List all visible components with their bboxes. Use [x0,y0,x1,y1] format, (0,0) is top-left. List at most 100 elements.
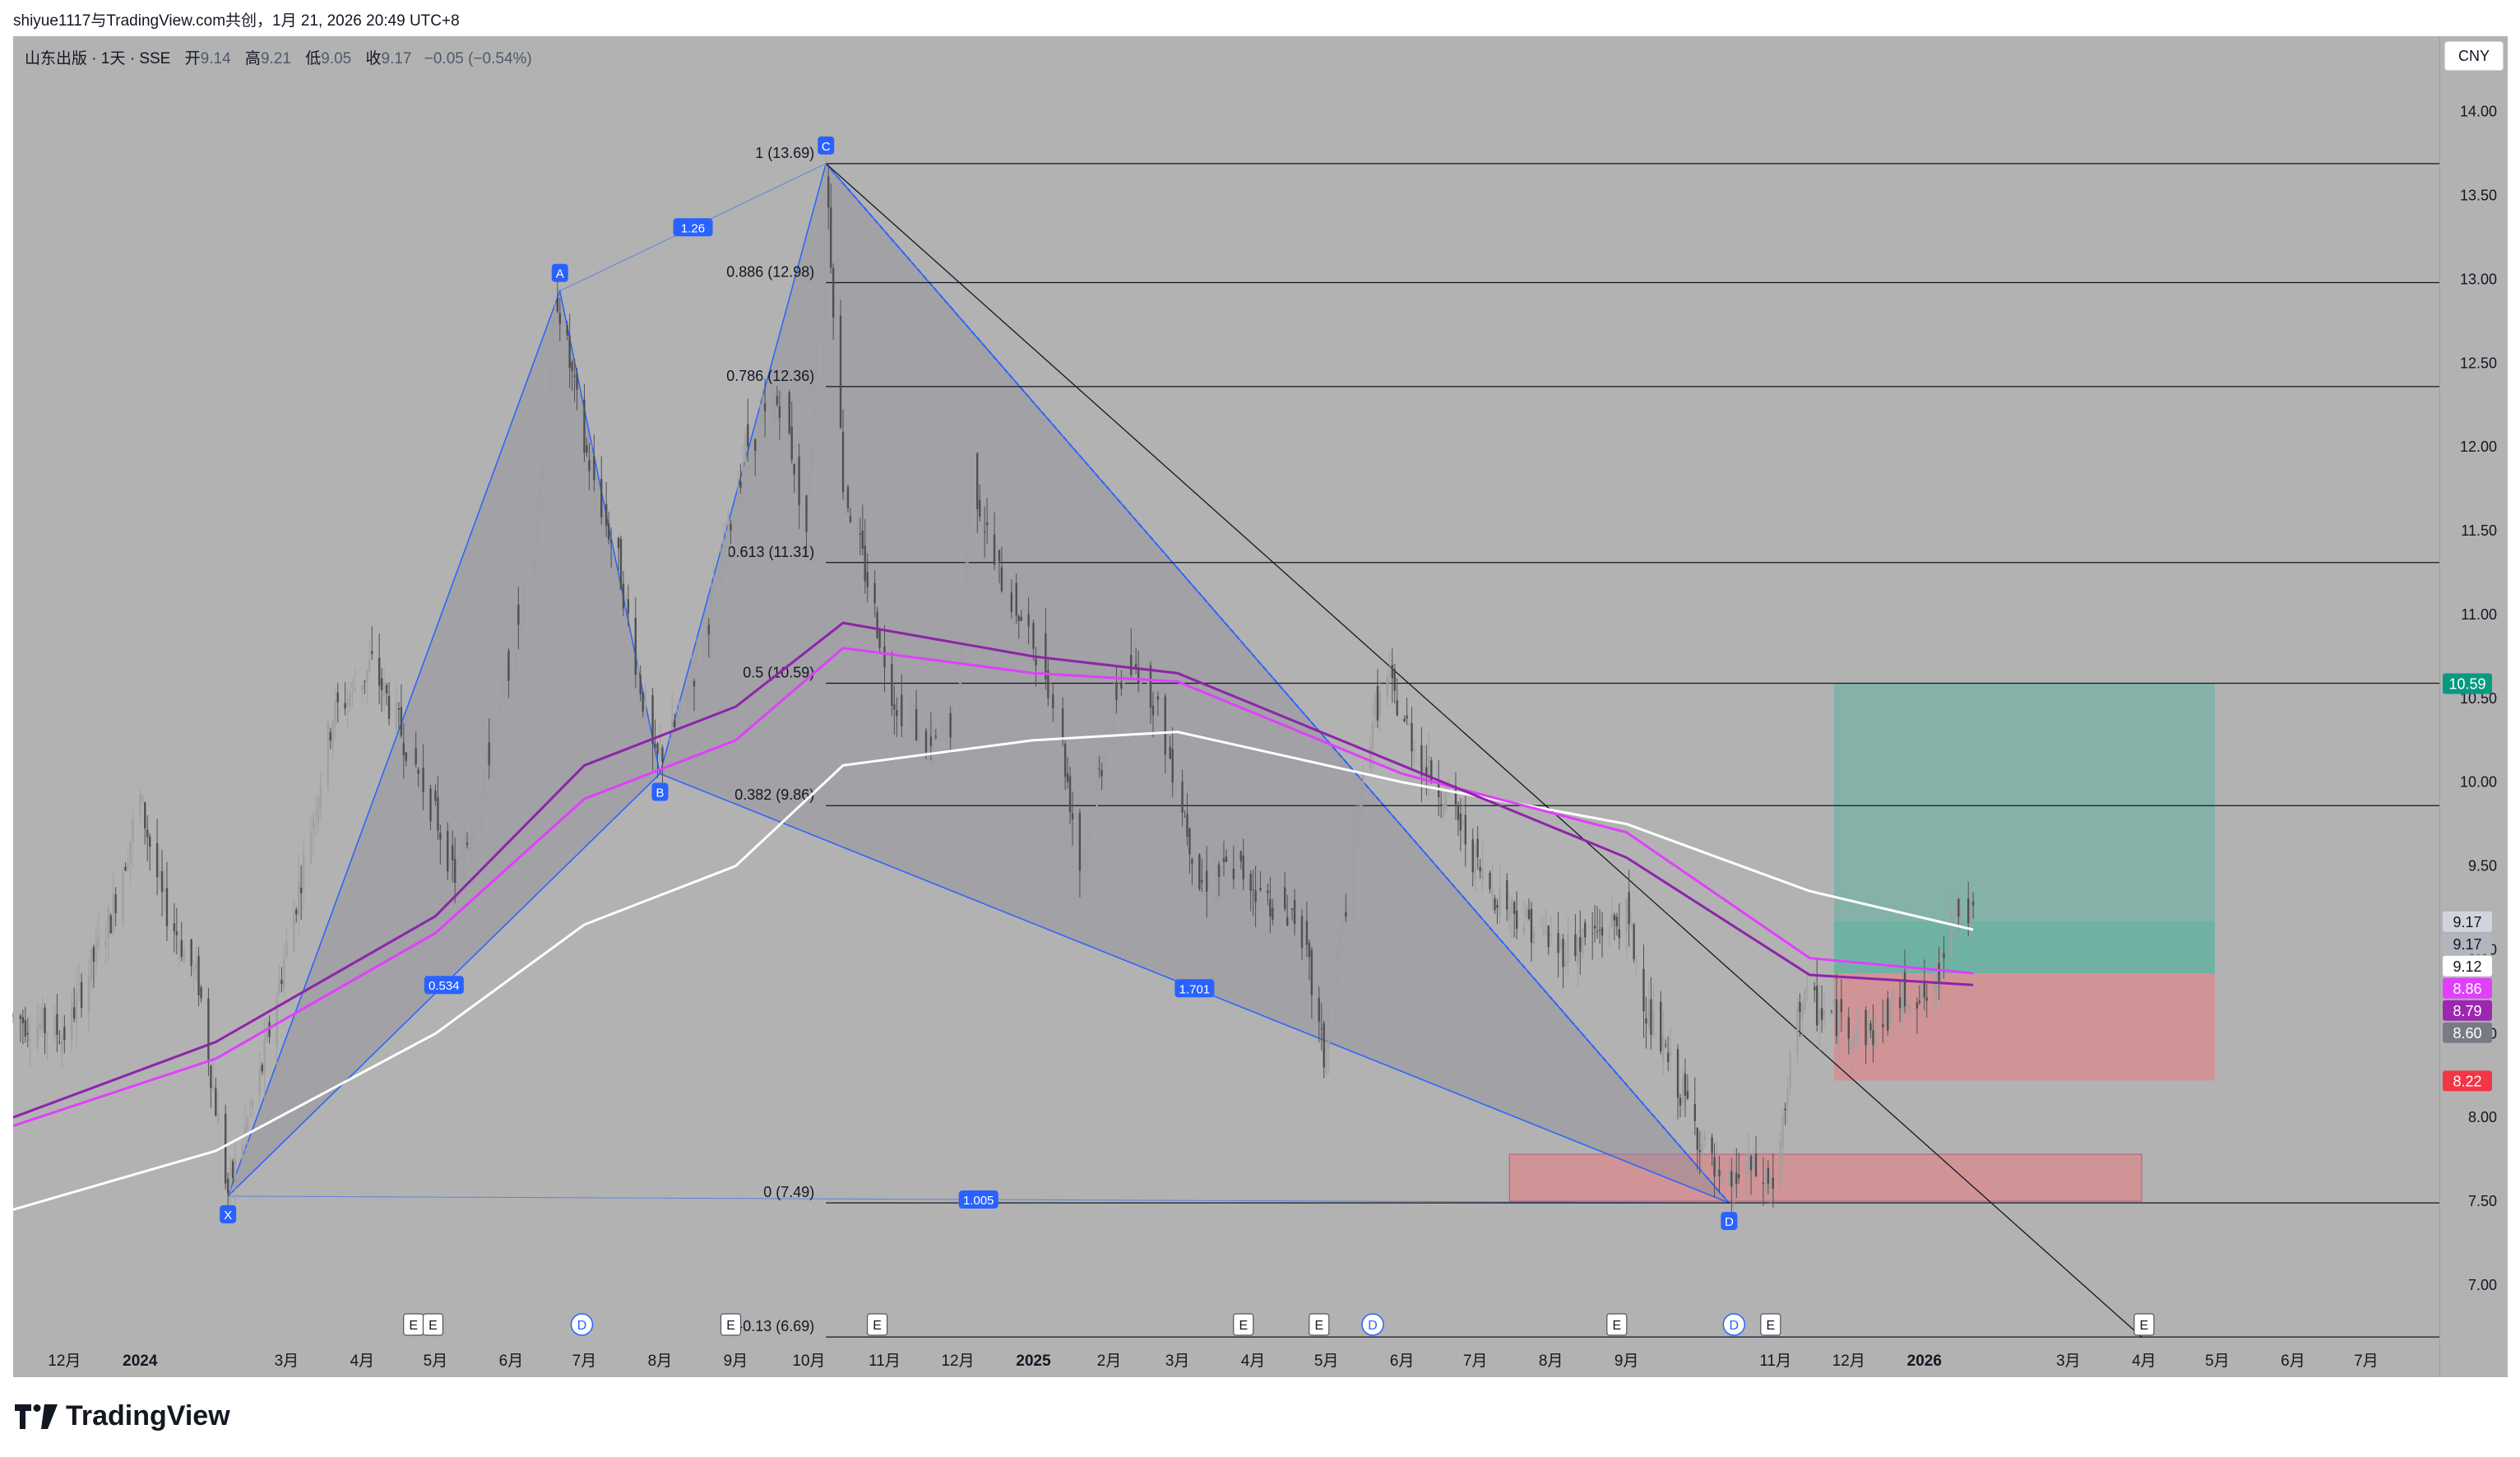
candle-body [1225,856,1228,862]
candle-body [1010,592,1013,612]
candle-body [173,923,176,932]
candle-body [77,983,81,985]
candle-body [466,842,469,845]
candle-body [571,361,573,372]
candle-body [163,887,166,892]
candle-body [1491,889,1494,895]
candle-body [813,402,815,445]
candle-body [36,1027,39,1047]
candle-body [1762,1182,1765,1184]
candle-body [1635,959,1638,961]
candle-body [1083,848,1086,867]
candle-body [1884,1004,1887,1026]
candle-body [725,541,727,551]
x-tick-label: 6月 [1390,1353,1415,1370]
candle-body [1439,804,1443,806]
candle-body [1471,839,1474,873]
candle-body [695,649,698,680]
candle-body [71,1002,73,1042]
candle-body [283,958,285,990]
candle-body [993,534,996,565]
candle-body [63,1027,66,1041]
candle-body [1428,754,1430,785]
y-tick-label: 12.50 [2460,355,2497,371]
candle-body [1666,1052,1670,1062]
candle-body [798,456,800,505]
currency-button[interactable]: CNY [2444,41,2504,71]
candle-body [639,675,642,694]
open-label: 开 [184,50,201,67]
candle-body [397,708,401,710]
candle-body [1139,679,1142,690]
candle-body [1327,1018,1330,1049]
candle-body [1061,708,1064,740]
candle-body [229,1167,232,1186]
candle-body [1733,1169,1735,1190]
candle-body [1166,745,1169,749]
candle-body [1088,832,1091,838]
candle-body [1052,694,1054,708]
candle-body [1652,1010,1655,1037]
candle-body [907,717,910,721]
candle-body [480,794,484,836]
tradingview-logo[interactable]: TradingView [15,1400,230,1432]
candle-body [1269,898,1272,916]
candle-body [1149,665,1152,708]
candle-body [329,731,332,741]
candle-body [541,461,544,476]
candle-body [637,670,639,680]
price-axis-tag-label: 10.59 [2448,675,2485,692]
candle-body [1342,907,1345,926]
candle-body [525,580,527,582]
candle-body [1242,856,1244,879]
candle-body [1118,684,1120,708]
moving-average-ma1 [12,731,1974,1211]
candle-body [846,486,850,509]
y-tick-label: 10.50 [2460,690,2497,707]
candle-body [969,457,971,515]
harmonic-ratio-badge [673,218,713,237]
candle-body [744,434,747,464]
candle-body [344,703,346,709]
candle-body [39,1023,41,1029]
candle-body [1391,665,1394,679]
fib-label: 0 (7.49) [763,1184,814,1200]
price-axis[interactable] [2439,36,2508,1377]
candle-body [215,1088,217,1116]
candle-body [429,788,432,822]
candle-body [1584,922,1587,938]
candle-body [661,747,664,763]
candle-body [207,998,210,1063]
candle-body [1100,770,1103,777]
candle-body [1425,767,1428,777]
candle-body [593,456,595,480]
candle-body [1872,1030,1874,1046]
candle-body [1408,724,1411,726]
candle-body [551,329,554,386]
candle-body [1369,746,1372,769]
candle-body [1630,924,1633,926]
candle-body [773,403,776,409]
candle-body [1352,831,1355,915]
candle-body [1915,1002,1919,1009]
harmonic-point-badge [818,136,835,155]
price-axis-tag [2443,1022,2492,1043]
candle-body [825,174,827,206]
candle-body [609,540,613,543]
earnings-marker-label: E [1766,1319,1775,1333]
candle-body [617,537,620,549]
close-value: 9.17 [381,50,412,67]
candle-body [1066,773,1069,782]
candle-body [810,448,813,476]
candle-body [1600,927,1604,935]
candle-body [644,694,646,717]
candle-body [952,705,954,742]
candle-body [226,1178,229,1194]
candle-body [1340,925,1342,948]
candle-body [747,424,749,447]
candle-body [866,572,869,587]
candle-body [1423,764,1425,780]
candle-body [246,1117,249,1130]
candle-body [1718,1169,1721,1176]
